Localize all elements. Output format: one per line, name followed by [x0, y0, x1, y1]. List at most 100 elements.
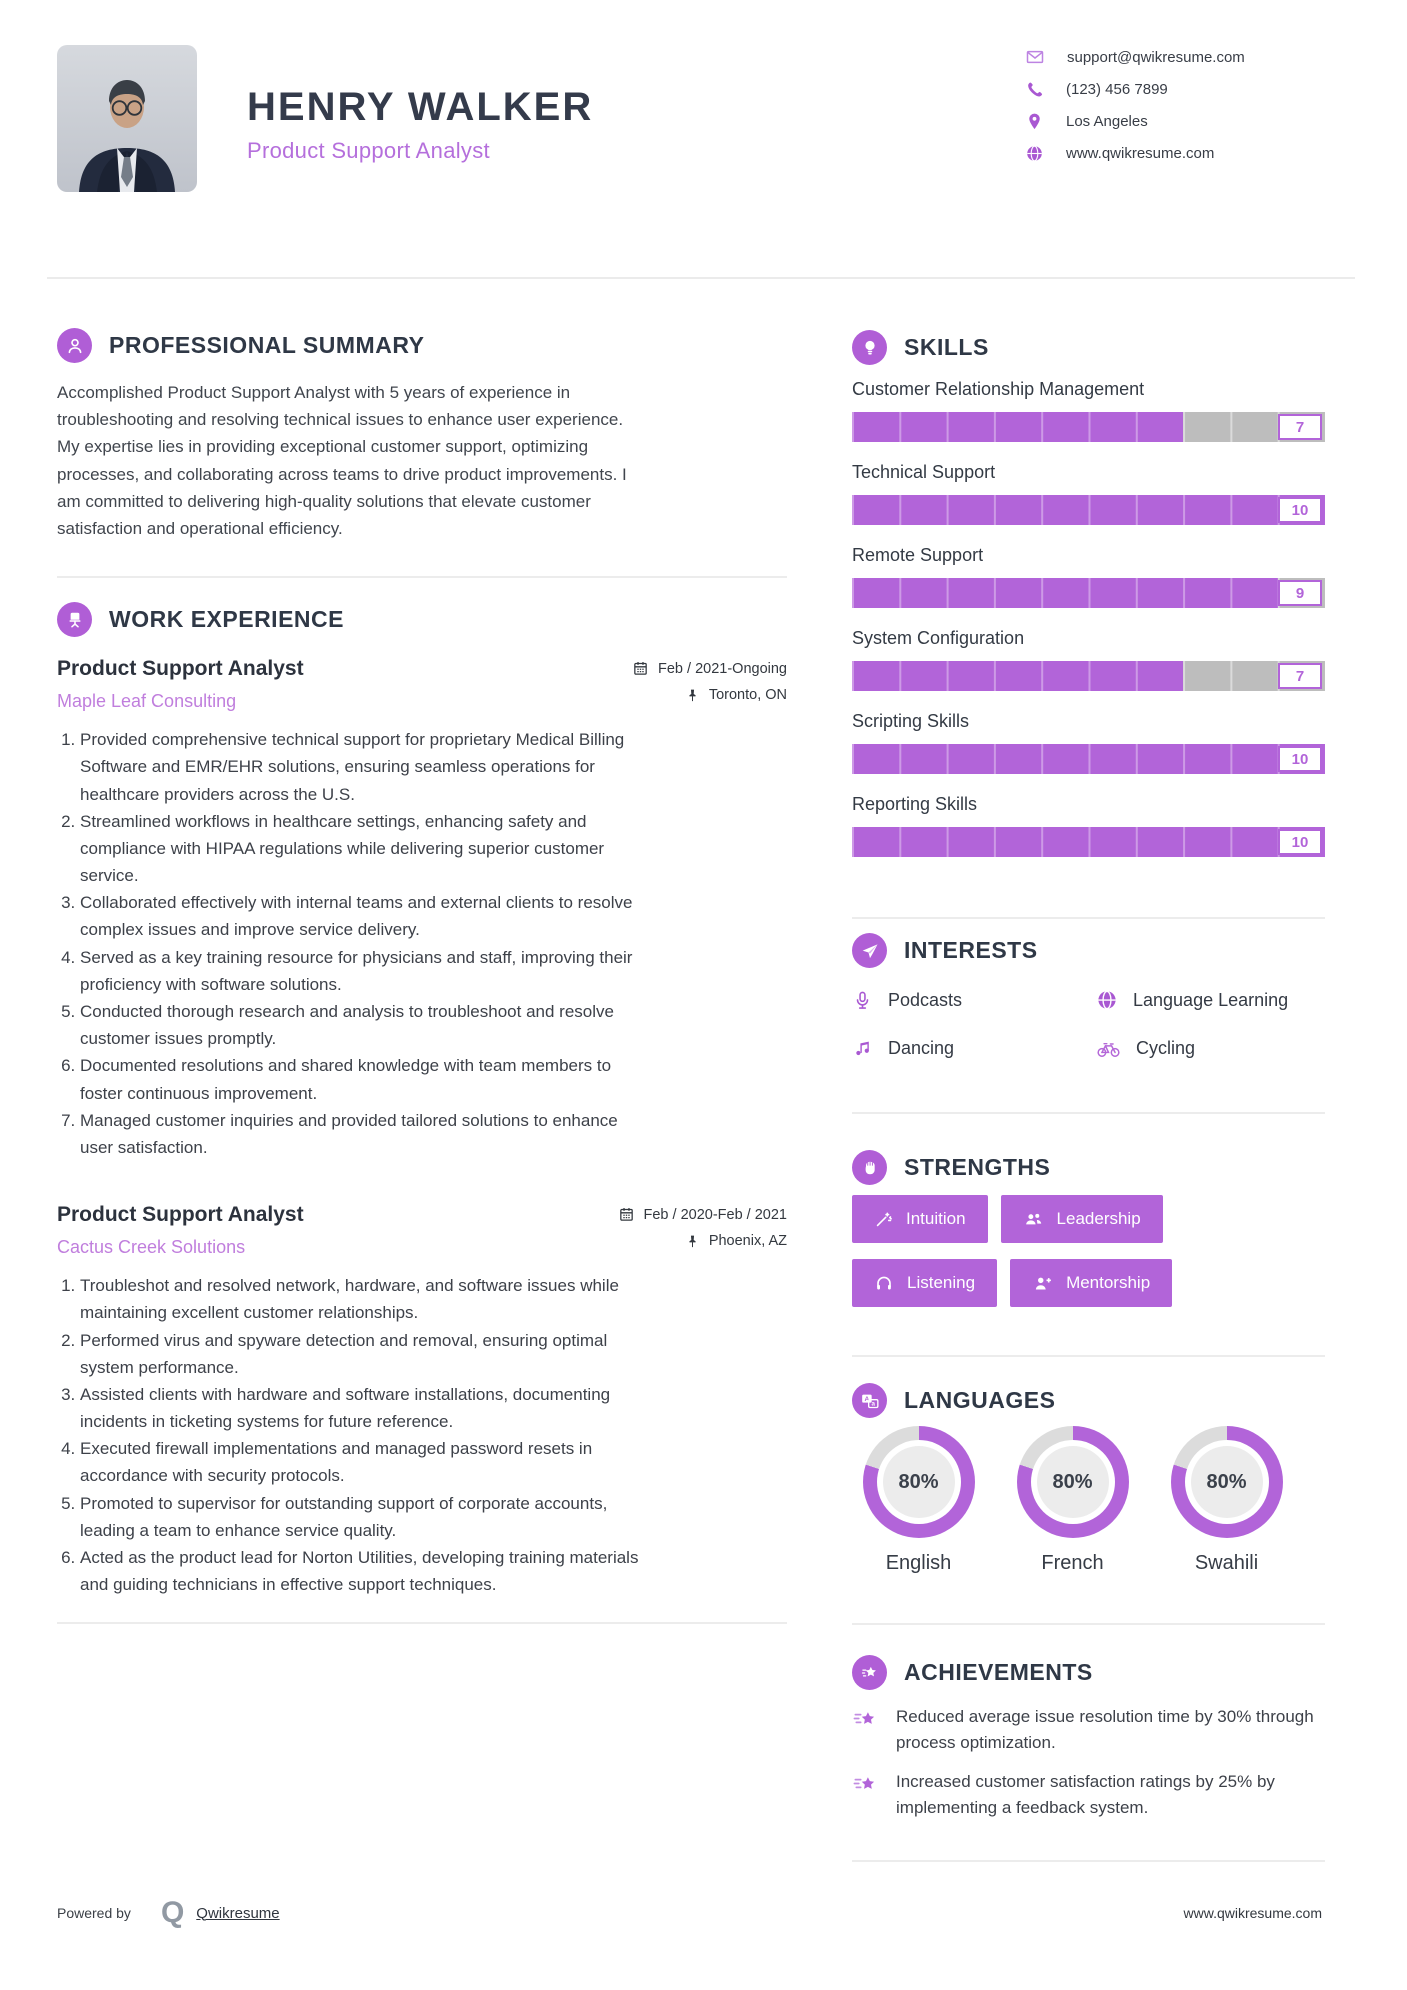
left-column: PROFESSIONAL SUMMARY Accomplished Produc…	[57, 279, 787, 1862]
strength-label: Mentorship	[1066, 1273, 1151, 1292]
microphone-icon	[856, 991, 869, 1009]
person-plus-icon	[1035, 1277, 1051, 1289]
language-name: French	[1041, 1552, 1104, 1574]
skill-bar-fill	[852, 495, 1325, 525]
skill-name: Customer Relationship Management	[852, 379, 1145, 399]
bullet-item: Managed customer inquiries and provided …	[80, 1107, 639, 1161]
profile-photo-illustration	[79, 80, 175, 192]
contact-row: (123) 456 7899	[1025, 80, 1355, 99]
skill-bar-fill	[852, 744, 1325, 774]
contact-phone: (123) 456 7899	[1066, 81, 1168, 98]
interests-grid: Podcasts Language Learning Dancing Cycli…	[852, 984, 1325, 1064]
shooting-star-icon	[853, 1712, 875, 1724]
languages-heading: LANGUAGES	[904, 1387, 1056, 1413]
bullet-item: Promoted to supervisor for outstanding s…	[80, 1490, 639, 1544]
qwikresume-link[interactable]: Qwikresume	[196, 1904, 280, 1922]
phone-icon	[1028, 82, 1043, 97]
language-percent: 80%	[1190, 1446, 1263, 1518]
language-item: 80% Swahili	[1160, 1426, 1293, 1575]
skill-name: Scripting Skills	[852, 711, 970, 731]
skill-bar: 10	[852, 744, 1325, 774]
skills-section: SKILLS Customer Relationship Management …	[852, 330, 1325, 857]
skill-bar: 10	[852, 495, 1325, 525]
bullet-item: Streamlined workflows in healthcare sett…	[80, 808, 639, 890]
powered-by-text: Powered by	[57, 1905, 131, 1921]
company-name: Cactus Creek Solutions	[57, 1237, 246, 1258]
achievements-heading: ACHIEVEMENTS	[904, 1659, 1093, 1685]
skill-item: Technical Support 10	[852, 462, 1325, 525]
skill-level-badge: 10	[1278, 829, 1322, 855]
section-heading: INTERESTS	[852, 933, 1325, 968]
bullet-item: Served as a key training resource for ph…	[80, 944, 639, 998]
achievements-section: ACHIEVEMENTS Reduced average issue resol…	[852, 1655, 1325, 1820]
skill-name: Technical Support	[852, 462, 996, 482]
calendar-icon	[634, 662, 647, 675]
skill-bar: 7	[852, 661, 1325, 691]
skill-level-badge: 7	[1278, 414, 1322, 440]
skill-item: System Configuration 7	[852, 628, 1325, 691]
summary-heading: PROFESSIONAL SUMMARY	[109, 332, 425, 358]
work-heading: WORK EXPERIENCE	[109, 606, 344, 633]
job-meta: Feb / 2021-Ongoing Toronto, ON	[632, 657, 787, 703]
candidate-name: HENRY WALKER	[247, 85, 594, 129]
section-heading: WORK EXPERIENCE	[57, 602, 787, 638]
job-title: Product Support Analyst	[57, 1203, 304, 1227]
interest-label: Podcasts	[888, 989, 963, 1010]
interest-label: Language Learning	[1133, 989, 1289, 1010]
wand-icon	[876, 1212, 892, 1226]
achievement-text: Reduced average issue resolution time by…	[896, 1707, 1314, 1752]
header-divider	[47, 277, 1355, 279]
footer: Powered by Q Qwikresume www.qwikresume.c…	[57, 1898, 1322, 1928]
strength-badge: Listening	[852, 1259, 998, 1307]
skill-item: Reporting Skills 10	[852, 794, 1325, 857]
interests-section: INTERESTS Podcasts Language Learning Dan…	[852, 933, 1325, 1064]
section-heading: STRENGTHS	[852, 1150, 1325, 1185]
svg-text:a: a	[871, 1400, 875, 1407]
achievement-item: Increased customer satisfaction ratings …	[852, 1769, 1325, 1820]
strength-label: Intuition	[906, 1209, 966, 1228]
contact-row: www.qwikresume.com	[1025, 144, 1355, 163]
bullet-item: Provided comprehensive technical support…	[80, 726, 639, 808]
bullet-item: Conducted thorough research and analysis…	[80, 998, 639, 1052]
job-title: Product Support Analyst	[57, 657, 304, 681]
bullet-item: Troubleshot and resolved network, hardwa…	[80, 1272, 639, 1326]
contact-email: support@qwikresume.com	[1067, 48, 1245, 66]
footer-website: www.qwikresume.com	[1183, 1905, 1322, 1921]
language-item: 80% French	[1006, 1426, 1139, 1575]
strengths-section: STRENGTHS Intuition Leadership Listening	[852, 1150, 1325, 1307]
job-location: Phoenix, AZ	[708, 1233, 787, 1250]
interest-item: Language Learning	[1096, 984, 1325, 1016]
user-icon	[57, 328, 92, 363]
strength-label: Listening	[907, 1273, 976, 1292]
candidate-job-title: Product Support Analyst	[247, 138, 490, 163]
skill-bar: 10	[852, 827, 1325, 857]
strengths-heading: STRENGTHS	[904, 1154, 1051, 1180]
language-percent: 80%	[1036, 1446, 1109, 1518]
email-icon	[1026, 50, 1044, 64]
name-block: HENRY WALKER Product Support Analyst	[247, 45, 593, 164]
skill-level-badge: 9	[1278, 580, 1322, 606]
skill-bar-fill	[852, 827, 1325, 857]
skill-item: Customer Relationship Management 7	[852, 379, 1325, 442]
skill-bar: 9	[852, 578, 1325, 608]
lightbulb-icon	[852, 330, 887, 365]
svg-text:A: A	[864, 1395, 869, 1402]
contact-row: Los Angeles	[1025, 112, 1355, 131]
strength-badge: Mentorship	[1010, 1259, 1173, 1307]
language-percent: 80%	[882, 1446, 955, 1518]
bullet-item: Executed firewall implementations and ma…	[80, 1435, 639, 1489]
strength-badges: Intuition Leadership Listening Mentorshi…	[852, 1195, 1252, 1307]
section-heading: SKILLS	[852, 330, 1325, 365]
bicycle-icon	[1097, 1042, 1120, 1057]
skill-name: Remote Support	[852, 545, 984, 565]
shooting-star-icon	[853, 1777, 875, 1789]
bullet-item: Acted as the product lead for Norton Uti…	[80, 1544, 639, 1598]
bullet-item: Documented resolutions and shared knowle…	[80, 1052, 639, 1106]
section-divider	[852, 1112, 1325, 1114]
skill-name: Reporting Skills	[852, 794, 978, 814]
section-heading: ACHIEVEMENTS	[852, 1655, 1325, 1690]
section-divider	[852, 917, 1325, 919]
